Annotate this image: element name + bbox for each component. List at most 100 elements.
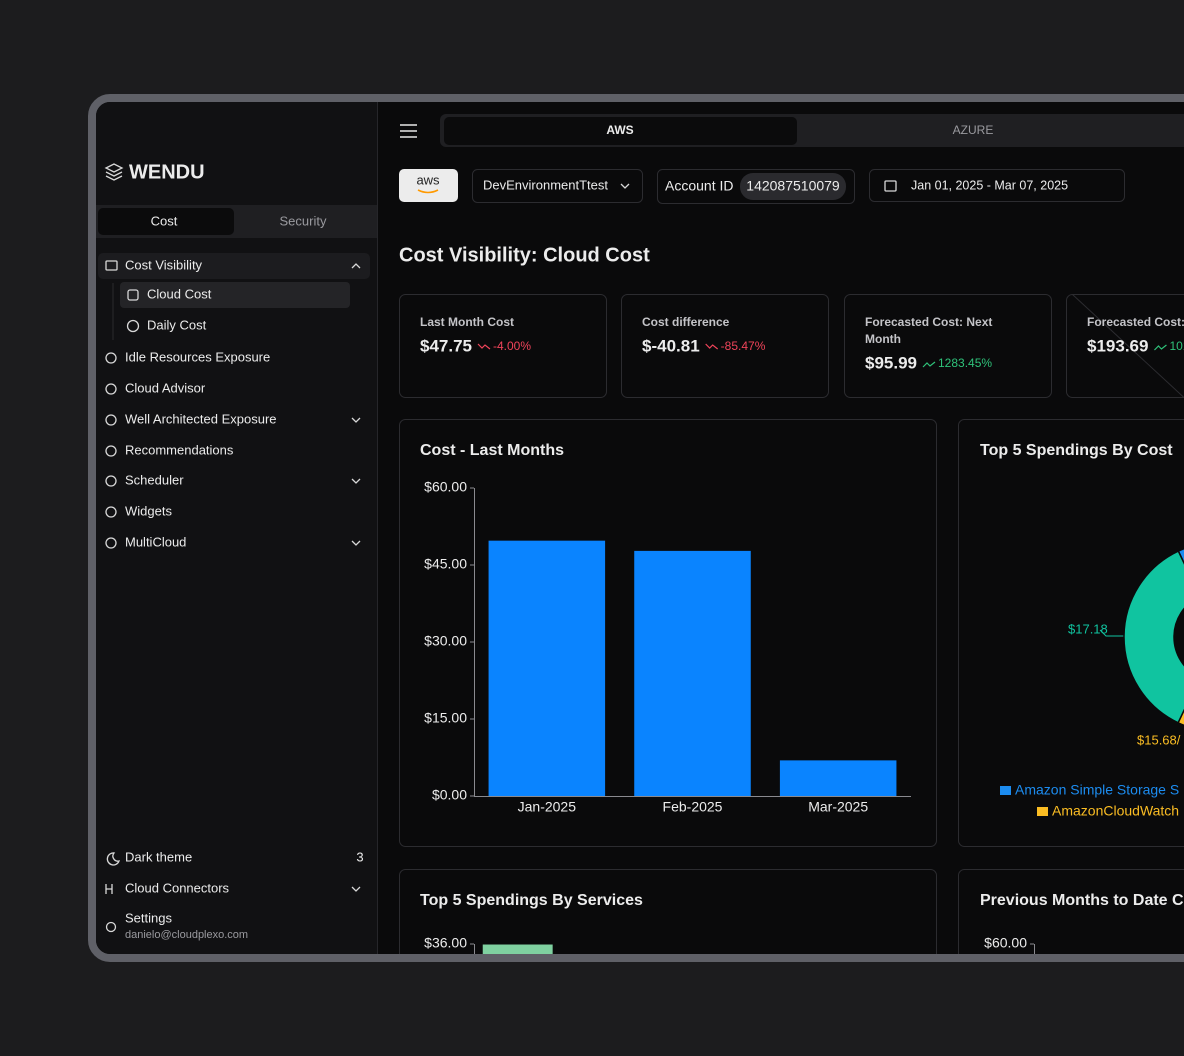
legend-label[interactable]: Amazon Simple Storage S bbox=[1015, 782, 1179, 798]
date-picker[interactable] bbox=[869, 169, 1125, 202]
stat-change: -4.00% bbox=[493, 339, 531, 353]
account-box bbox=[657, 169, 855, 204]
chevrons bbox=[351, 417, 361, 892]
bar bbox=[634, 550, 751, 796]
chart-card bbox=[399, 419, 937, 847]
nav-section-label[interactable]: Cost Visibility bbox=[125, 257, 203, 272]
nav-item[interactable]: Well Architected Exposure bbox=[125, 411, 277, 426]
subnav-item[interactable]: Cloud Cost bbox=[147, 286, 212, 301]
nav-item[interactable]: Widgets bbox=[125, 503, 172, 518]
chart-title: Previous Months to Date Cos bbox=[980, 892, 1184, 909]
x-tick-label: Feb-2025 bbox=[663, 799, 723, 815]
stat-label: Last Month Cost bbox=[420, 315, 514, 329]
stat-card bbox=[1066, 293, 1184, 398]
stat-change: -85.47% bbox=[721, 339, 766, 353]
nav-item[interactable]: Cloud Advisor bbox=[125, 380, 206, 395]
connector-icon bbox=[105, 884, 113, 894]
y-tick-label: $60.00 bbox=[984, 935, 1027, 951]
y-tick-label: $45.00 bbox=[424, 556, 467, 572]
environment-select[interactable] bbox=[472, 169, 643, 203]
active-provider[interactable] bbox=[444, 117, 797, 145]
date-range[interactable]: Jan 01, 2025 - Mar 07, 2025 bbox=[911, 178, 1068, 192]
chevron bbox=[620, 183, 630, 189]
stat-change: 101 bbox=[1169, 339, 1184, 353]
y-tick-label: $15.00 bbox=[424, 710, 467, 726]
nav-item[interactable]: Cloud Connectors bbox=[125, 880, 230, 895]
bar bbox=[488, 540, 606, 796]
y-tick-label: $30.00 bbox=[424, 633, 467, 649]
legend-label[interactable]: AmazonCloudWatch bbox=[1052, 803, 1179, 819]
page-title: Cost Visibility: Cloud Cost bbox=[399, 244, 650, 266]
slice-label: $17.18 bbox=[1068, 621, 1108, 636]
chart-title: Top 5 Spendings By Cost bbox=[980, 442, 1173, 459]
provider-tab[interactable]: AWS bbox=[606, 123, 633, 137]
aws-smile bbox=[417, 189, 439, 194]
trend-icon bbox=[477, 343, 491, 350]
stat-value: $-40.81 bbox=[642, 336, 700, 355]
nav-icon bbox=[105, 445, 117, 457]
calendar-icon bbox=[884, 180, 897, 192]
chart-card bbox=[399, 869, 937, 954]
slice-label: $15.68/ bbox=[1137, 732, 1181, 747]
nav-item[interactable]: Recommendations bbox=[125, 442, 234, 457]
account-pill bbox=[740, 173, 846, 200]
subnav-active[interactable] bbox=[120, 282, 350, 308]
bar bbox=[779, 760, 897, 796]
environment[interactable]: DevEnvironmentTtest bbox=[483, 177, 608, 192]
leader-line bbox=[1099, 629, 1124, 637]
nav-icon bbox=[126, 319, 140, 333]
bar bbox=[482, 944, 553, 954]
nav-section[interactable] bbox=[98, 253, 370, 279]
aws-logo bbox=[399, 169, 458, 202]
chart-title: Top 5 Spendings By Services bbox=[420, 892, 643, 909]
nav-icon bbox=[127, 289, 139, 301]
theme-toggle[interactable]: Dark theme bbox=[125, 849, 192, 864]
account-label: Account ID bbox=[665, 178, 733, 194]
sidebar bbox=[96, 102, 377, 954]
tab[interactable]: Security bbox=[280, 213, 327, 228]
nav-icon bbox=[105, 352, 117, 364]
nav-icon bbox=[105, 537, 117, 549]
settings-icon bbox=[105, 921, 117, 933]
stat-card bbox=[621, 294, 829, 398]
chevron bbox=[351, 263, 361, 269]
brand: WENDU bbox=[129, 161, 205, 183]
subnav-item[interactable]: Daily Cost bbox=[147, 317, 207, 332]
tab[interactable]: Cost bbox=[151, 213, 178, 228]
nav-icon bbox=[105, 260, 118, 271]
brand-icon bbox=[104, 163, 124, 181]
settings[interactable]: Settings bbox=[125, 910, 172, 925]
stat-value: $193.69 bbox=[1087, 336, 1148, 355]
nav-item[interactable]: MultiCloud bbox=[125, 534, 186, 549]
x-tick-label: Mar-2025 bbox=[808, 799, 868, 815]
provider-tab[interactable]: AZURE bbox=[953, 123, 994, 137]
stat-value: $95.99 bbox=[865, 353, 917, 372]
nav-icon bbox=[105, 506, 117, 518]
theme-count: 3 bbox=[356, 849, 363, 864]
app: WENDU Cost Security Cost Visibility Clou… bbox=[96, 102, 1184, 954]
y-tick-label: $0.00 bbox=[432, 787, 467, 803]
y-tick-label: $36.00 bbox=[424, 935, 467, 951]
chart-title: Cost - Last Months bbox=[420, 442, 564, 459]
account-id: 142087510079 bbox=[746, 178, 840, 194]
y-tick-label: $60.00 bbox=[424, 479, 467, 495]
legend-swatch bbox=[1000, 786, 1011, 795]
chart-card bbox=[958, 869, 1184, 954]
nav-icon bbox=[105, 414, 117, 426]
donut-slice bbox=[1123, 550, 1184, 724]
stat-change: 1283.45% bbox=[938, 356, 992, 370]
stat-card bbox=[844, 294, 1052, 398]
x-tick-label: Jan-2025 bbox=[518, 799, 577, 815]
stat-label: Cost difference bbox=[642, 315, 730, 329]
stat-label: Forecasted Cost: Next Month bbox=[865, 315, 996, 346]
stat-value: $47.75 bbox=[420, 336, 472, 355]
nav-item[interactable]: Idle Resources Exposure bbox=[125, 349, 270, 364]
aws-logo-text: aws bbox=[416, 172, 440, 187]
nav-item[interactable]: Scheduler bbox=[125, 472, 184, 487]
trend-icon bbox=[922, 361, 936, 368]
menu-button[interactable] bbox=[400, 124, 417, 138]
active-tab[interactable] bbox=[98, 208, 234, 235]
chart-card bbox=[958, 419, 1184, 847]
